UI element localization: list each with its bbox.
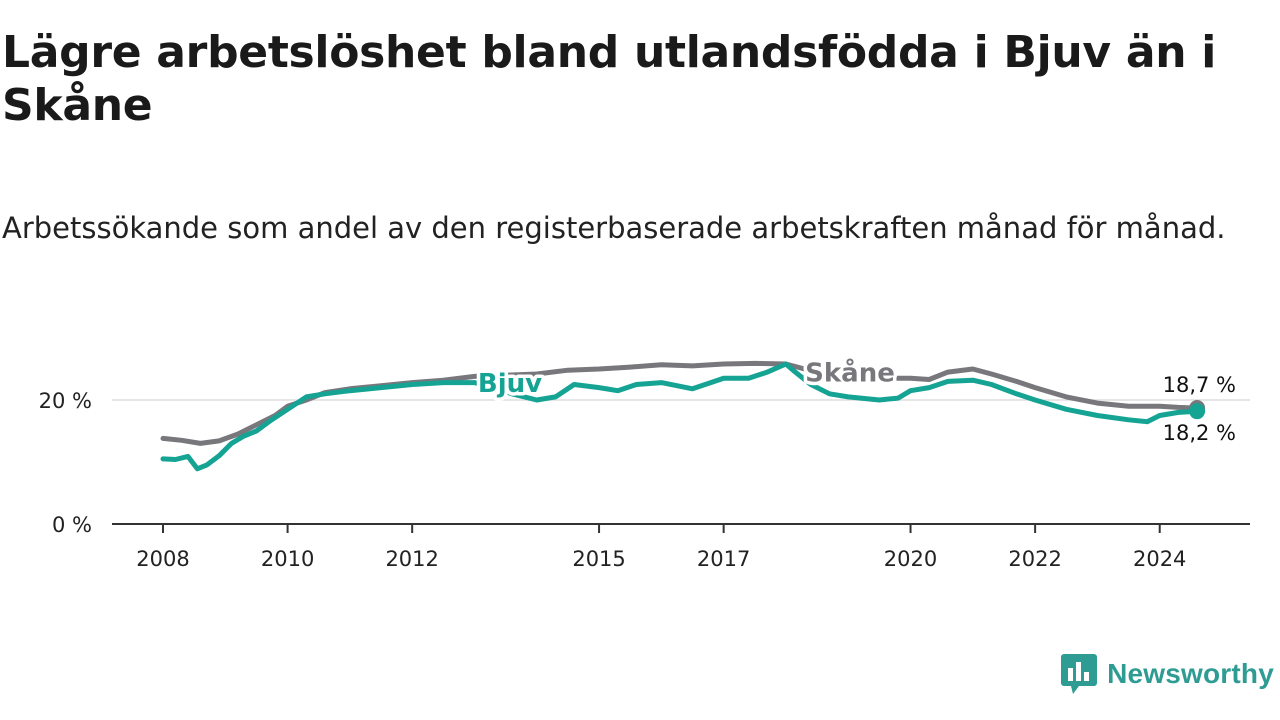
- x-tick-label: 2012: [385, 547, 438, 571]
- end-value-label-bjuv: 18,2 %: [1163, 421, 1236, 445]
- series-lines: [160, 360, 1200, 472]
- x-tick-label: 2008: [136, 547, 189, 571]
- brand-logo: Newsworthy: [1061, 654, 1274, 694]
- series-line-bjuv: [160, 361, 1200, 472]
- x-tick-label: 2010: [261, 547, 314, 571]
- brand-name: Newsworthy: [1107, 658, 1274, 689]
- x-tick-label: 2020: [884, 547, 937, 571]
- x-tick-label: 2017: [697, 547, 750, 571]
- x-axis: 2008 2010 2012 2015 2017 2020 2022 2024: [136, 524, 1186, 571]
- y-axis: 0 % 20 %: [39, 389, 92, 537]
- series-labels: 18,7 % Skåne 18,2 % Bjuv: [474, 353, 1236, 445]
- y-tick-label: 20 %: [39, 389, 92, 413]
- x-tick-label: 2024: [1133, 547, 1186, 571]
- series-name-label-bjuv: Bjuv: [478, 369, 542, 399]
- series-name-label-skane: Skåne: [805, 356, 895, 388]
- x-tick-label: 2015: [572, 547, 625, 571]
- chart-subtitle: Arbetssökande som andel av den registerb…: [2, 211, 1226, 245]
- end-point-bjuv: [1189, 403, 1206, 420]
- chart-title: Lägre arbetslöshet bland utlandsfödda i …: [2, 27, 1217, 131]
- newsworthy-logo-icon: [1061, 654, 1098, 694]
- y-tick-label: 0 %: [52, 513, 92, 537]
- end-value-label-skane: 18,7 %: [1163, 373, 1236, 397]
- line-chart: 0 % 20 % 2008 2010 2012 2015 2017 2020 2022 2024…: [39, 353, 1250, 571]
- x-tick-label: 2022: [1008, 547, 1061, 571]
